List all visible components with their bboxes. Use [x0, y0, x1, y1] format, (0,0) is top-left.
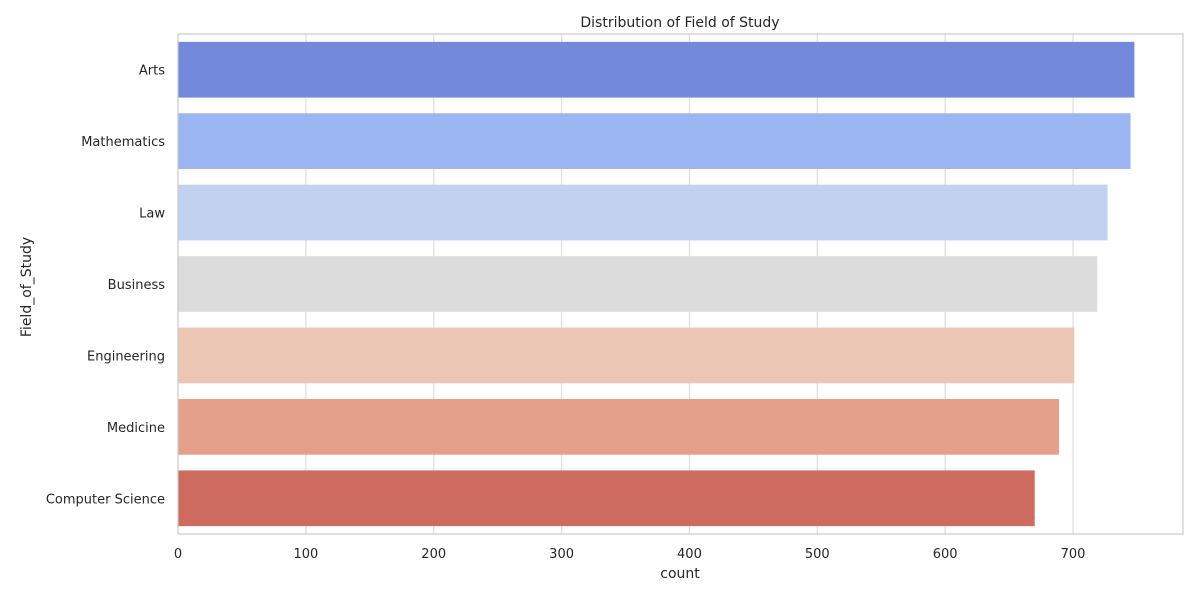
bar-engineering	[178, 327, 1075, 384]
bar-medicine	[178, 399, 1059, 455]
y-tick-label: Medicine	[107, 421, 165, 436]
bar-business	[178, 256, 1098, 312]
bar-mathematics	[178, 113, 1131, 169]
y-tick-labels: Arts Mathematics Law Business Engineering Med…	[46, 64, 166, 508]
y-tick-label: Computer Science	[46, 492, 165, 507]
y-tick-label: Arts	[139, 64, 165, 79]
y-tick-label: Business	[108, 278, 166, 293]
bars	[178, 41, 1135, 527]
y-tick-label: Law	[139, 207, 165, 222]
y-tick-label: Engineering	[87, 349, 165, 364]
bar-computer-science	[178, 470, 1035, 527]
x-tick-labels: 0 100 200 300 400 500 600 700	[174, 547, 1086, 562]
y-tick-label: Mathematics	[81, 135, 165, 150]
x-tick-label: 100	[293, 547, 318, 562]
y-axis-label: Field_of_Study	[19, 237, 35, 337]
chart-title: Distribution of Field of Study	[580, 15, 779, 31]
x-tick-label: 200	[421, 547, 446, 562]
x-axis-label: count	[660, 566, 700, 582]
x-tick-label: 400	[677, 547, 702, 562]
x-tick-label: 700	[1061, 547, 1086, 562]
x-tick-label: 600	[933, 547, 958, 562]
x-tick-label: 500	[805, 547, 830, 562]
bar-law	[178, 184, 1108, 241]
plot-frame	[177, 33, 1184, 535]
x-tick-label: 0	[174, 547, 182, 562]
bar-arts	[178, 41, 1135, 98]
x-tick-label: 300	[549, 547, 574, 562]
